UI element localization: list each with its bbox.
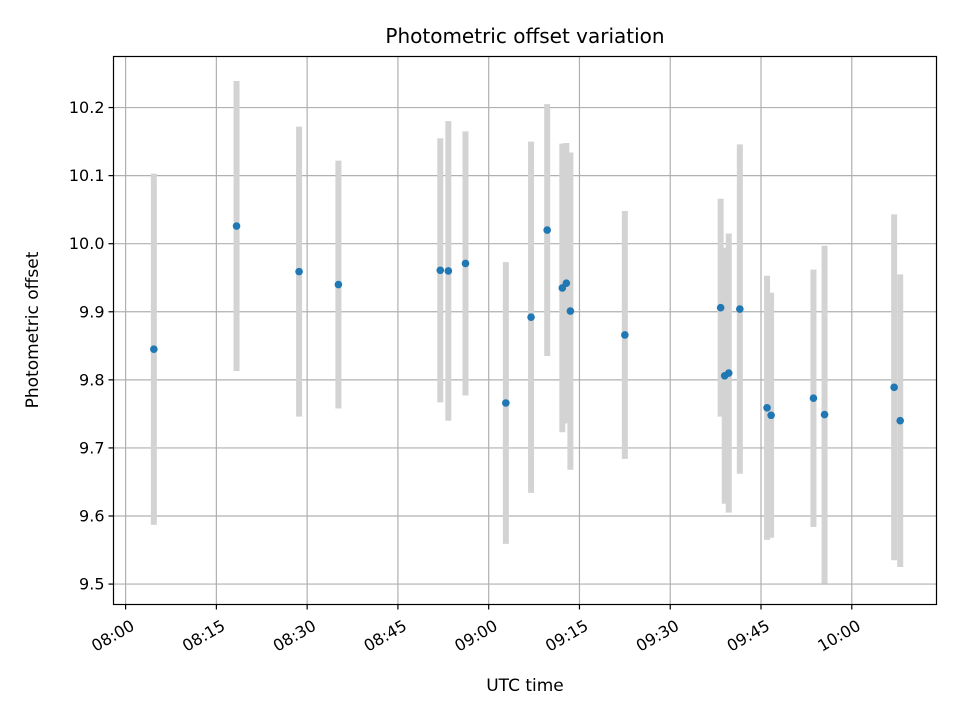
- data-point: [767, 411, 775, 420]
- data-point: [820, 410, 829, 419]
- data-point: [724, 369, 733, 377]
- y-tick-label: 9.7: [79, 438, 104, 457]
- y-tick-label: 9.8: [79, 370, 104, 389]
- data-point: [232, 222, 241, 230]
- data-point: [716, 303, 725, 312]
- y-axis-label: Photometric offset: [23, 251, 43, 408]
- data-point: [543, 226, 551, 234]
- y-tick-label: 9.6: [79, 507, 104, 526]
- y-tick-label: 9.9: [79, 302, 104, 321]
- grid: [113, 56, 937, 605]
- data-point: [896, 416, 904, 425]
- y-tick-label: 10.0: [69, 234, 105, 253]
- data-point: [736, 305, 744, 313]
- data-point: [621, 331, 629, 339]
- data-point: [890, 383, 898, 392]
- data-point: [334, 280, 343, 289]
- x-axis-label: UTC time: [486, 676, 564, 696]
- y-tick-label: 10.1: [69, 166, 105, 185]
- data-point: [444, 267, 453, 275]
- plot-frame: [112, 55, 938, 606]
- data-point: [562, 279, 571, 287]
- chart-title: Photometric offset variation: [385, 24, 664, 48]
- y-tick-label: 9.5: [79, 575, 104, 594]
- data-point: [150, 345, 158, 354]
- data-point: [502, 399, 510, 407]
- data-points: [150, 222, 904, 425]
- y-tick-label: 10.2: [69, 98, 105, 117]
- data-point: [566, 307, 575, 315]
- data-point: [436, 266, 445, 275]
- data-point: [527, 313, 535, 322]
- data-point: [461, 259, 470, 268]
- y-axis-ticks: 9.5 9.6 9.7 9.8 9.9 10.0 10.1 10.2: [69, 98, 114, 594]
- data-point: [809, 394, 818, 403]
- data-point: [763, 403, 771, 412]
- data-point: [295, 267, 303, 276]
